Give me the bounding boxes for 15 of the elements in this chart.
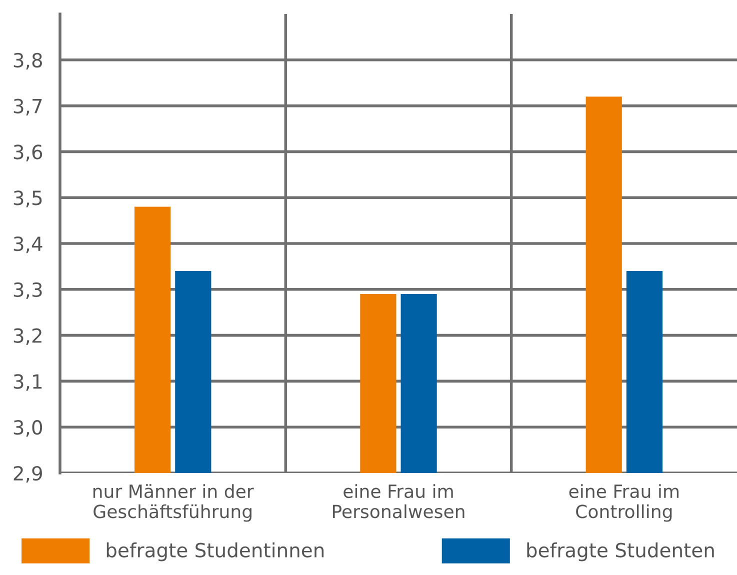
y-tick-label: 3,8 (14, 52, 42, 70)
y-tick-label: 2,9 (14, 466, 42, 483)
y-tick-label: 3,1 (14, 374, 42, 391)
y-tick-label: 3,5 (14, 190, 42, 208)
y-tick-label: 3,6 (14, 144, 42, 162)
y-tick-label: 3,2 (14, 328, 42, 345)
x-tick-label: eine Frau im Personalwesen (332, 484, 464, 518)
y-tick-label: 3,4 (14, 236, 42, 254)
y-tick-label: 3,3 (14, 282, 42, 300)
y-tick-label: 3,0 (14, 420, 42, 437)
x-tick-label: nur Männer in der Geschäftsführung (93, 484, 254, 522)
y-tick-label: 3,7 (14, 98, 42, 116)
x-tick-label: eine Frau im Controlling (569, 484, 679, 522)
legend-label: befragte Studenten (527, 542, 714, 562)
legend-label: befragte Studentinnen (106, 542, 324, 562)
